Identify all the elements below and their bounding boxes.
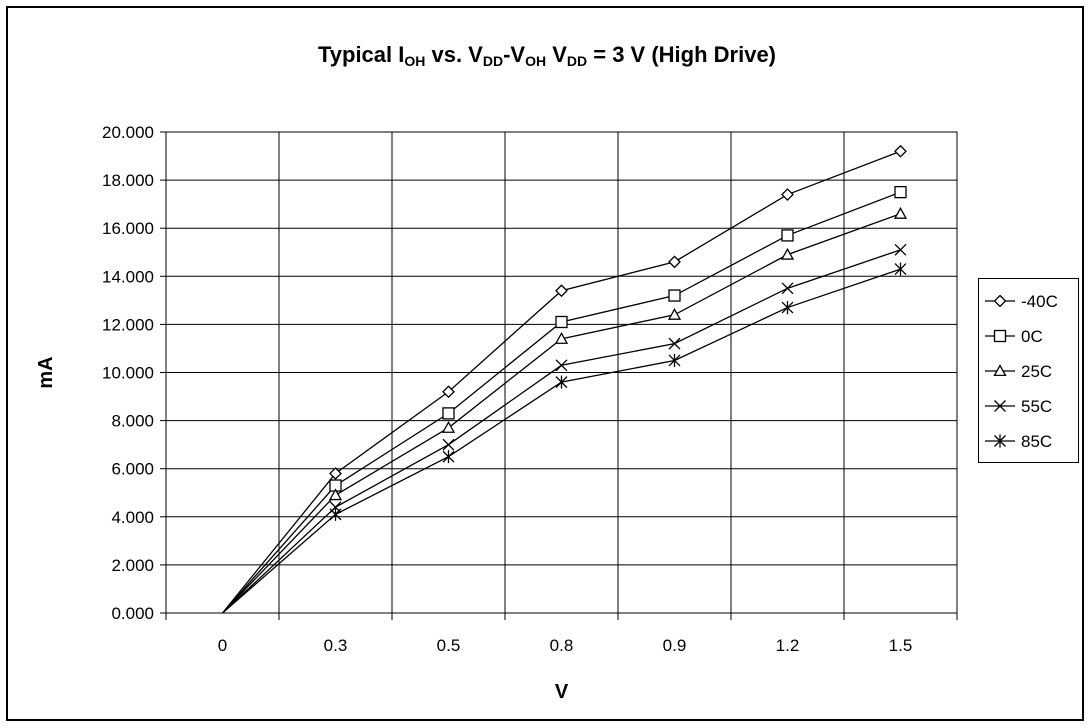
data-point bbox=[894, 243, 907, 256]
data-point bbox=[781, 282, 794, 295]
x-tick-label: 1.5 bbox=[889, 636, 913, 655]
y-tick-label: 20.000 bbox=[102, 123, 154, 142]
y-tick-label: 2.000 bbox=[111, 556, 154, 575]
data-point bbox=[668, 353, 681, 367]
title-part-2: vs. V bbox=[425, 42, 483, 67]
series-25C bbox=[222, 206, 908, 614]
legend-marker bbox=[993, 329, 1007, 343]
legend-label: 55C bbox=[1021, 397, 1052, 416]
legend-marker bbox=[994, 400, 1006, 412]
title-part-8: = 3 V (High Drive) bbox=[587, 42, 777, 67]
x-tick-label: 0.3 bbox=[324, 636, 348, 655]
data-point bbox=[668, 255, 681, 269]
data-point bbox=[668, 337, 681, 350]
title-part-4: -V bbox=[503, 42, 526, 67]
data-point bbox=[442, 450, 455, 464]
legend-label: 0C bbox=[1021, 327, 1043, 346]
x-tick-label: 0.8 bbox=[550, 636, 574, 655]
data-point bbox=[329, 507, 342, 521]
x-tick-label: 0.5 bbox=[437, 636, 461, 655]
data-point bbox=[667, 307, 682, 320]
y-tick-label: 18.000 bbox=[102, 171, 154, 190]
data-point bbox=[555, 375, 568, 389]
x-tick-label: 1.2 bbox=[776, 636, 800, 655]
title-part-3: DD bbox=[482, 53, 504, 69]
data-point bbox=[781, 188, 794, 201]
legend-item: 85C bbox=[985, 432, 1052, 451]
x-tick-label: 0.9 bbox=[663, 636, 687, 655]
series-line bbox=[222, 213, 901, 614]
y-tick-label: 12.000 bbox=[102, 315, 154, 334]
data-point bbox=[894, 144, 907, 158]
data-point bbox=[554, 331, 569, 344]
legend-label: 85C bbox=[1021, 432, 1052, 451]
series-line bbox=[222, 191, 901, 614]
chart-frame: Typical IOH vs. VDD-VOH VDD = 3 V (High … bbox=[6, 6, 1084, 721]
legend: -40C 0C 25C 55C 85C bbox=[978, 278, 1079, 463]
legend-item: 25C bbox=[985, 362, 1052, 381]
legend-marker bbox=[993, 294, 1007, 308]
series-85C bbox=[222, 262, 907, 614]
data-point bbox=[780, 247, 795, 260]
series-55C bbox=[222, 243, 907, 614]
title-part-7: DD bbox=[566, 53, 588, 69]
data-point bbox=[441, 420, 456, 433]
data-point bbox=[555, 284, 568, 298]
data-point bbox=[555, 359, 568, 372]
data-point bbox=[442, 438, 455, 451]
legend-item: 0C bbox=[985, 327, 1043, 346]
legend-marker bbox=[994, 434, 1006, 448]
legend-item: 55C bbox=[985, 397, 1052, 416]
title-part-6: V bbox=[546, 42, 567, 67]
data-point bbox=[442, 407, 455, 420]
data-point bbox=[781, 301, 794, 315]
legend-label: 25C bbox=[1021, 362, 1052, 381]
legend-graphic: -40C 0C 25C 55C 85C bbox=[985, 292, 1058, 451]
legend-label: -40C bbox=[1021, 292, 1058, 311]
data-point bbox=[894, 185, 907, 199]
y-tick-label: 0.000 bbox=[111, 604, 154, 623]
series--40C bbox=[221, 144, 907, 614]
y-tick-label: 16.000 bbox=[102, 219, 154, 238]
legend-item: -40C bbox=[985, 292, 1058, 311]
y-tick-label: 14.000 bbox=[102, 267, 154, 286]
series-0C bbox=[222, 185, 907, 614]
data-point bbox=[781, 229, 794, 242]
y-tick-label: 10.000 bbox=[102, 364, 154, 383]
y-axis-label: mA bbox=[35, 356, 57, 388]
chart-title: Typical IOH vs. VDD-VOH VDD = 3 V (High … bbox=[8, 42, 1086, 69]
data-point bbox=[442, 385, 455, 399]
data-point bbox=[328, 488, 343, 501]
data-point bbox=[894, 262, 907, 276]
title-part-1: OH bbox=[404, 53, 426, 69]
data-point bbox=[893, 206, 908, 219]
x-tick-label: 0 bbox=[218, 636, 227, 655]
data-point bbox=[329, 467, 342, 480]
legend-marker bbox=[993, 364, 1007, 377]
data-point bbox=[668, 289, 681, 302]
y-tick-label: 8.000 bbox=[111, 412, 154, 431]
y-tick-label: 4.000 bbox=[111, 508, 154, 527]
data-point bbox=[555, 315, 568, 329]
x-axis-label: V bbox=[555, 681, 569, 703]
y-tick-label: 6.000 bbox=[111, 460, 154, 479]
title-part-5: OH bbox=[525, 53, 547, 69]
title-part-0: Typical I bbox=[317, 42, 405, 67]
